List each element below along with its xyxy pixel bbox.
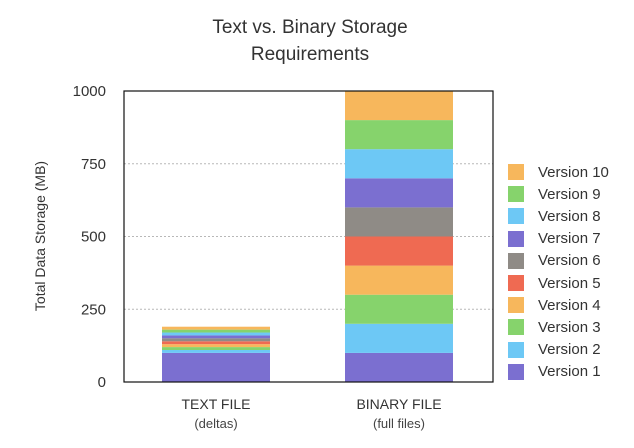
legend-swatch xyxy=(508,230,524,247)
legend-swatch xyxy=(508,363,524,380)
legend-item-version-4: Version 4 xyxy=(508,295,601,315)
bar-segment-text-file-version-10 xyxy=(162,326,270,330)
legend-swatch xyxy=(508,186,524,203)
y-tick-label: 0 xyxy=(98,374,106,391)
bar-segment-binary-file-version-3 xyxy=(345,294,453,324)
legend-swatch xyxy=(508,208,524,225)
bar-segment-binary-file-version-9 xyxy=(345,120,453,150)
bar-segment-binary-file-version-6 xyxy=(345,207,453,237)
legend-label: Version 4 xyxy=(538,296,601,314)
legend-label: Version 3 xyxy=(538,318,601,336)
legend-item-version-2: Version 2 xyxy=(508,340,601,360)
plot-frame xyxy=(123,90,494,383)
legend-label: Version 1 xyxy=(538,363,601,381)
legend-item-version-8: Version 8 xyxy=(508,206,601,226)
legend-label: Version 2 xyxy=(538,341,601,359)
bar-segment-binary-file-version-2 xyxy=(345,323,453,353)
legend-item-version-3: Version 3 xyxy=(508,317,601,337)
bar-segment-binary-file-version-7 xyxy=(345,178,453,208)
bar-segment-text-file-version-7 xyxy=(162,335,270,339)
legend-item-version-7: Version 7 xyxy=(508,229,601,249)
bar-segment-binary-file-version-4 xyxy=(345,265,453,295)
legend-label: Version 8 xyxy=(538,207,601,225)
legend-item-version-1: Version 1 xyxy=(508,362,601,382)
bar-segment-binary-file-version-10 xyxy=(345,91,453,121)
category-label-text-file: TEXT FILE (deltas) xyxy=(131,394,301,434)
legend-label: Version 9 xyxy=(538,185,601,203)
legend-item-version-9: Version 9 xyxy=(508,184,601,204)
category-label-sub: (full files) xyxy=(372,416,425,431)
legend-label: Version 7 xyxy=(538,230,601,248)
legend-label: Version 5 xyxy=(538,274,601,292)
category-label-binary-file: BINARY FILE (full files) xyxy=(314,394,484,434)
category-label-main: BINARY FILE xyxy=(356,396,442,412)
bar-segment-text-file-version-6 xyxy=(162,338,270,342)
legend-label: Version 6 xyxy=(538,252,601,270)
y-tick-label: 250 xyxy=(81,301,106,318)
bar-segment-binary-file-version-8 xyxy=(345,149,453,179)
bar-segment-text-file-version-2 xyxy=(162,349,270,353)
chart-title: Text vs. Binary Storage Requirements xyxy=(150,14,470,68)
y-tick-label: 750 xyxy=(81,156,106,173)
legend-item-version-6: Version 6 xyxy=(508,251,601,271)
category-label-main: TEXT FILE xyxy=(181,396,251,412)
y-tick-label: 500 xyxy=(81,229,106,246)
bar-segment-text-file-version-4 xyxy=(162,344,270,348)
legend-label: Version 10 xyxy=(538,163,609,181)
y-tick-label: 1000 xyxy=(73,83,106,100)
legend-swatch xyxy=(508,275,524,291)
bar-segment-text-file-version-1 xyxy=(162,352,270,382)
legend-swatch xyxy=(508,164,524,180)
bar-segment-text-file-version-5 xyxy=(162,341,270,345)
bar-segment-text-file-version-9 xyxy=(162,329,270,333)
chart-title-line-2: Requirements xyxy=(250,44,370,65)
chart-title-line-1: Text vs. Binary Storage xyxy=(212,17,408,38)
category-label-sub: (deltas) xyxy=(194,416,238,431)
legend-swatch xyxy=(508,341,524,358)
bar-segment-binary-file-version-1 xyxy=(345,352,453,382)
legend-swatch xyxy=(508,297,524,314)
legend-item-version-10: Version 10 xyxy=(508,162,609,182)
legend-swatch xyxy=(508,319,524,336)
bar-segment-text-file-version-3 xyxy=(162,347,270,350)
legend-swatch xyxy=(508,252,524,269)
legend-item-version-5: Version 5 xyxy=(508,273,601,293)
bar-segment-text-file-version-8 xyxy=(162,332,270,336)
bar-segment-binary-file-version-5 xyxy=(345,236,453,266)
